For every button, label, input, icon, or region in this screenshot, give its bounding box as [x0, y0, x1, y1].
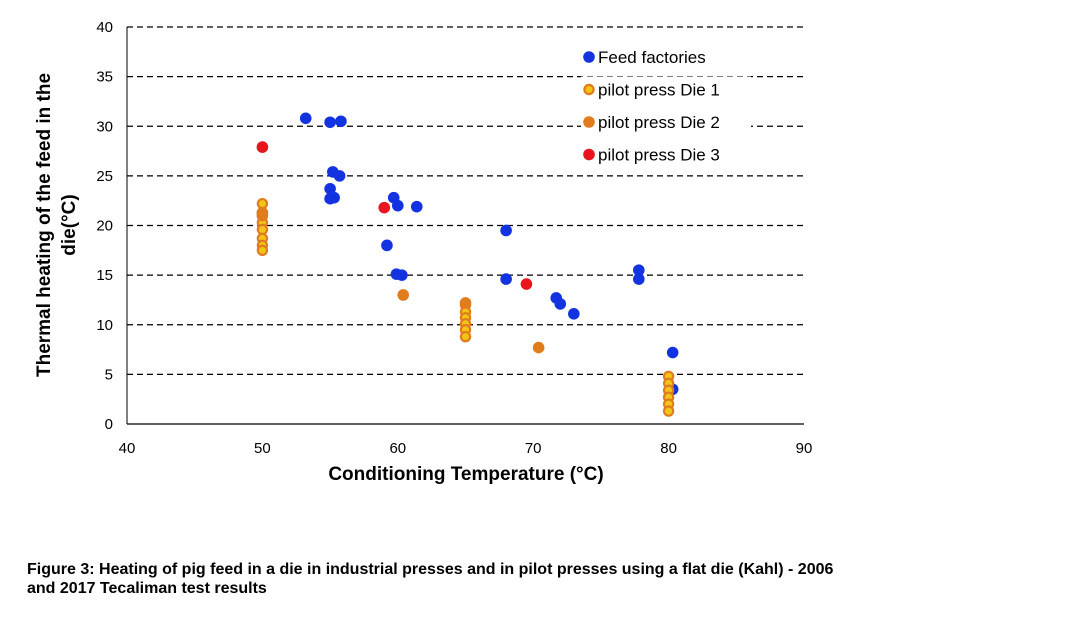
data-point: [568, 308, 580, 320]
data-point: [500, 224, 512, 237]
data-point: [532, 341, 545, 354]
y-tick-label: 40: [96, 19, 113, 36]
data-point: [662, 405, 675, 417]
data-point: [520, 278, 533, 290]
data-point: [459, 330, 472, 343]
data-point: [459, 297, 472, 309]
y-tick-label: 25: [96, 168, 113, 185]
data-point: [328, 191, 340, 204]
x-tick-label: 60: [389, 440, 406, 457]
data-point: [256, 223, 269, 236]
data-point: [333, 170, 346, 182]
y-tick-label: 30: [96, 118, 113, 135]
y-tick-labels: 0 5 10 15 20 25 30 35 40: [96, 19, 113, 433]
y-tick-label: 5: [105, 366, 113, 383]
x-tick-label: 70: [525, 440, 542, 457]
data-point: [500, 273, 512, 285]
figure-caption: Figure 3: Heating of pig feed in a die i…: [27, 560, 1057, 598]
data-point: [256, 209, 269, 222]
y-tick-label: 35: [96, 69, 113, 86]
data-point: [256, 244, 269, 257]
data-point: [324, 116, 336, 129]
legend-background: [581, 141, 751, 164]
legend-marker: [583, 148, 595, 161]
x-tick-label: 40: [119, 440, 136, 457]
legend: Feed factories pilot press Die 1 pilot pre…: [581, 44, 751, 165]
data-point: [666, 346, 679, 359]
y-tick-label: 0: [105, 416, 113, 433]
legend-label: Feed factories: [598, 48, 706, 67]
data-point: [633, 273, 645, 285]
legend-label: pilot press Die 1: [598, 81, 720, 100]
y-axis-title-line-2: die(°C): [59, 194, 80, 255]
legend-marker: [583, 116, 595, 128]
data-point: [256, 141, 269, 153]
legend-marker: [583, 83, 595, 96]
data-point: [633, 264, 645, 276]
legend-background: [581, 76, 751, 99]
data-point: [410, 200, 423, 213]
data-points: [256, 112, 679, 417]
data-point: [396, 269, 408, 281]
x-tick-label: 90: [796, 440, 813, 457]
legend-label: pilot press Die 3: [598, 146, 720, 165]
series-2: [256, 206, 545, 354]
series-0: [299, 112, 679, 396]
data-point: [392, 199, 404, 212]
x-axis-title: Conditioning Temperature (°C): [328, 464, 603, 485]
data-point: [299, 112, 312, 125]
y-tick-label: 10: [96, 317, 113, 334]
legend-label: pilot press Die 2: [598, 113, 720, 132]
legend-background: [581, 44, 751, 66]
y-axis-title-line-1: Thermal heating of the feed in the: [34, 73, 55, 377]
caption-line-2: and 2017 Tecaliman test results: [27, 580, 267, 597]
x-tick-label: 80: [660, 440, 677, 457]
data-point: [397, 289, 410, 301]
caption-line-1: Figure 3: Heating of pig feed in a die i…: [27, 561, 834, 578]
data-point: [381, 239, 393, 252]
series-3: [256, 141, 533, 290]
y-tick-label: 15: [96, 267, 113, 284]
data-point: [378, 201, 391, 214]
data-point: [335, 115, 347, 128]
data-point: [324, 182, 336, 195]
axes: [126, 27, 804, 425]
x-tick-label: 50: [254, 440, 271, 457]
legend-marker: [583, 51, 595, 63]
data-point: [554, 298, 567, 310]
y-tick-label: 20: [96, 218, 113, 235]
x-tick-labels: 40 50 60 70 80 90: [119, 440, 813, 457]
legend-background: [581, 109, 751, 131]
